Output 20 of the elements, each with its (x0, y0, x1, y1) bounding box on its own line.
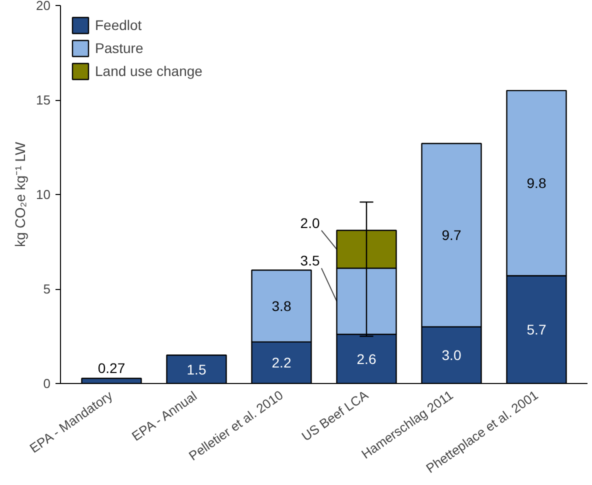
data-label: 0.27 (98, 360, 126, 376)
data-label: 9.7 (442, 227, 462, 244)
y-tick-label: 0 (43, 376, 51, 391)
data-label: 3.8 (272, 298, 292, 314)
legend-label: Pasture (95, 40, 144, 56)
data-label: 9.8 (526, 175, 546, 192)
legend-label: Feedlot (95, 17, 142, 33)
legend-label: Land use change (95, 63, 202, 79)
y-tick-label: 10 (36, 187, 51, 202)
data-label: 1.5 (186, 361, 206, 378)
data-label: 3.0 (442, 347, 462, 364)
y-tick-label: 5 (43, 282, 51, 296)
y-tick-label: 20 (36, 0, 51, 13)
data-label: 2.6 (356, 350, 376, 367)
data-label: 2.0 (300, 214, 320, 231)
data-label: 3.5 (300, 252, 320, 269)
data-label: 5.7 (526, 322, 546, 338)
y-axis-title: kg CO₂e kg⁻¹ LW (12, 141, 28, 248)
data-label: 2.2 (272, 354, 292, 371)
y-tick-label: 15 (36, 92, 51, 108)
